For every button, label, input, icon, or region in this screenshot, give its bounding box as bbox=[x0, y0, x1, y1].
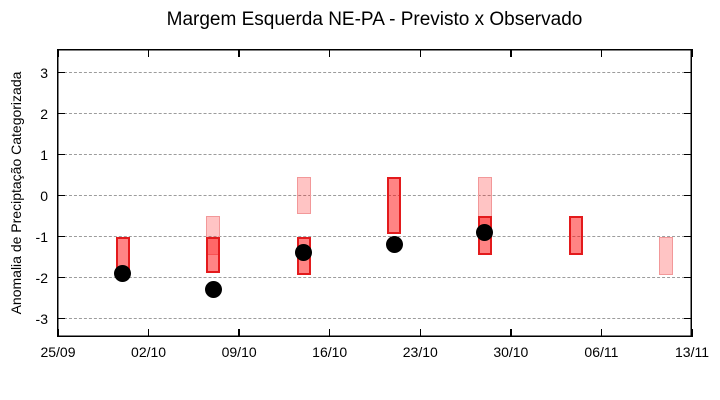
y-tick-right bbox=[684, 276, 692, 279]
observed-dot bbox=[295, 244, 313, 262]
x-tick-label: 02/10 bbox=[131, 344, 167, 360]
grid-line bbox=[59, 277, 690, 278]
y-tick-left bbox=[57, 235, 65, 238]
x-tick-bottom bbox=[147, 329, 150, 337]
y-tick-right bbox=[684, 112, 692, 115]
y-tick-label: -2 bbox=[35, 269, 48, 286]
observed-dot bbox=[114, 264, 132, 282]
range-bar-previsto-14d bbox=[659, 236, 674, 276]
y-tick-label: 2 bbox=[40, 105, 48, 122]
x-tick-label: 16/10 bbox=[312, 344, 348, 360]
y-tick-left bbox=[57, 71, 65, 74]
x-tick-bottom bbox=[328, 329, 331, 337]
range-bar-previsto-7d bbox=[206, 236, 221, 274]
y-tick-right bbox=[684, 71, 692, 74]
x-tick-top bbox=[691, 49, 693, 57]
grid-line bbox=[59, 72, 690, 73]
x-tick-top bbox=[238, 49, 240, 57]
x-tick-label: 30/10 bbox=[493, 344, 529, 360]
y-tick-label: -3 bbox=[35, 310, 48, 327]
x-tick-bottom bbox=[419, 329, 422, 337]
grid-line bbox=[59, 113, 690, 114]
grid-line bbox=[59, 236, 690, 237]
range-bar-previsto-14d bbox=[296, 177, 311, 214]
y-tick-right bbox=[684, 194, 692, 197]
x-tick-bottom bbox=[510, 329, 512, 337]
x-tick-label: 23/10 bbox=[402, 344, 438, 360]
chart-title: Margem Esquerda NE-PA - Previsto x Obser… bbox=[166, 9, 583, 30]
grid-line bbox=[59, 318, 690, 319]
y-tick-left bbox=[57, 276, 65, 279]
x-tick-top bbox=[147, 49, 150, 57]
range-bar-previsto-7d bbox=[568, 216, 583, 255]
x-tick-top bbox=[510, 49, 512, 57]
x-tick-label: 13/11 bbox=[675, 344, 709, 360]
plot-area bbox=[57, 49, 693, 337]
y-tick-left bbox=[57, 317, 65, 320]
observed-dot bbox=[204, 281, 222, 299]
y-tick-right bbox=[684, 153, 692, 156]
x-tick-label: 06/11 bbox=[584, 344, 619, 360]
y-tick-left bbox=[57, 194, 65, 197]
x-tick-top bbox=[419, 49, 422, 57]
y-tick-right bbox=[684, 235, 692, 238]
x-tick-bottom bbox=[238, 329, 240, 337]
y-tick-right bbox=[684, 317, 692, 320]
y-tick-left bbox=[57, 112, 65, 115]
x-tick-bottom bbox=[691, 329, 693, 337]
x-tick-label: 25/09 bbox=[40, 344, 76, 360]
grid-line bbox=[59, 154, 690, 155]
y-tick-label: 0 bbox=[40, 187, 48, 204]
x-tick-top bbox=[328, 49, 331, 57]
y-tick-label: 1 bbox=[40, 146, 48, 163]
grid-line bbox=[59, 195, 690, 196]
y-tick-label: -1 bbox=[35, 228, 48, 245]
y-tick-left bbox=[57, 153, 65, 156]
x-tick-label: 09/10 bbox=[221, 344, 257, 360]
x-tick-top bbox=[57, 49, 59, 57]
range-bar-previsto-7d bbox=[387, 177, 402, 235]
x-tick-top bbox=[600, 49, 603, 57]
x-tick-bottom bbox=[57, 329, 59, 337]
observed-dot bbox=[476, 223, 494, 241]
legend: Previsto 14D Previsto 7D Observado bbox=[0, 370, 720, 396]
x-tick-bottom bbox=[600, 329, 603, 337]
y-tick-label: 3 bbox=[40, 64, 48, 81]
observed-dot bbox=[385, 236, 403, 254]
